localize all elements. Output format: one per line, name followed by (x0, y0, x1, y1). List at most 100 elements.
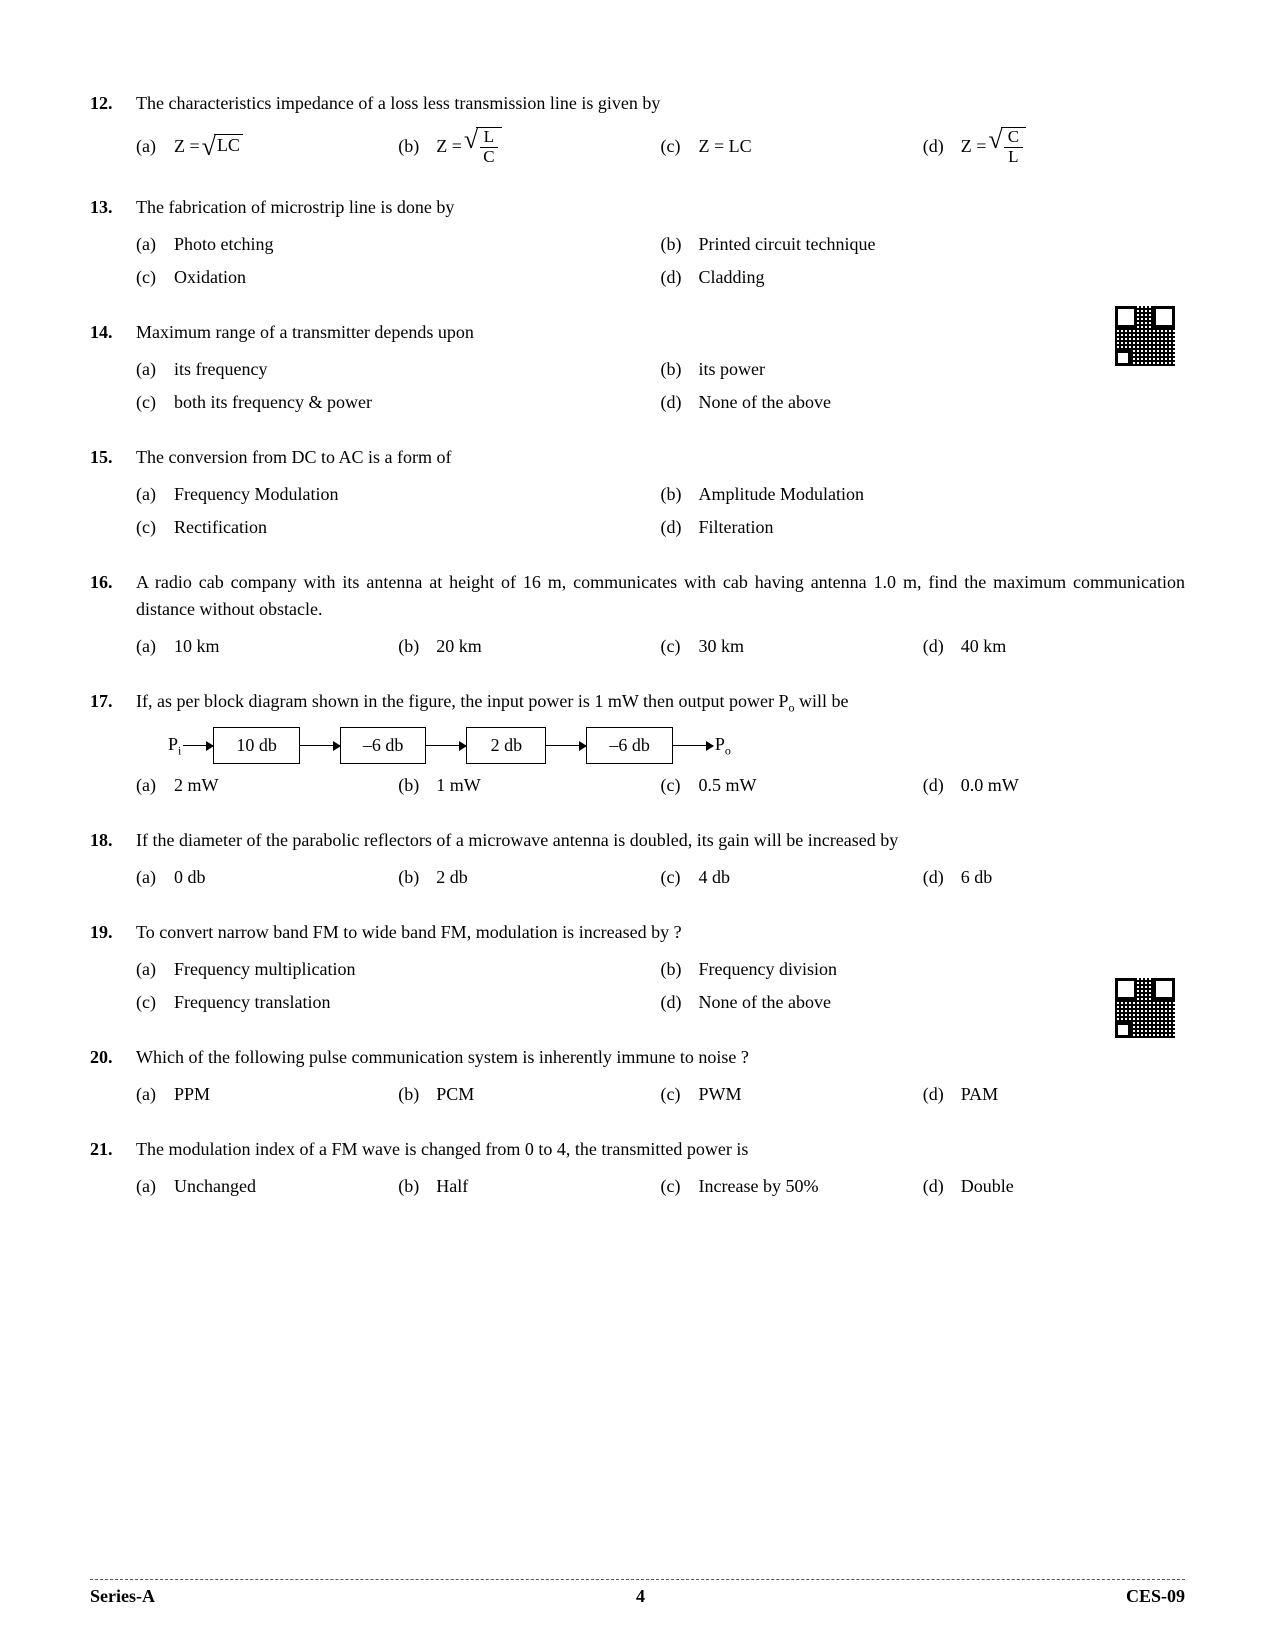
option: (a)0 db (136, 864, 398, 891)
question-number: 19. (90, 919, 136, 1022)
option-row: (a)0 db(b)2 db(c)4 db(d)6 db (136, 864, 1185, 891)
question-number: 17. (90, 688, 136, 805)
option: (d)Z = √CL (923, 127, 1185, 166)
question-stem: Which of the following pulse communicati… (136, 1044, 1185, 1071)
question: 21.The modulation index of a FM wave is … (90, 1136, 1185, 1206)
question: 12.The characteristics impedance of a lo… (90, 90, 1185, 172)
question: 14.Maximum range of a transmitter depend… (90, 319, 1185, 422)
option: (a)10 km (136, 633, 398, 660)
option: (c)PWM (661, 1081, 923, 1108)
option: (c)Increase by 50% (661, 1173, 923, 1200)
option-row: (a)10 km(b)20 km(c)30 km(d)40 km (136, 633, 1185, 660)
option: (a)2 mW (136, 772, 398, 799)
question: 15.The conversion from DC to AC is a for… (90, 444, 1185, 547)
option: (b)Amplitude Modulation (661, 481, 1186, 508)
option: (b)2 db (398, 864, 660, 891)
question-body: The modulation index of a FM wave is cha… (136, 1136, 1185, 1206)
option: (c)30 km (661, 633, 923, 660)
option: (d)None of the above (661, 989, 1186, 1016)
question-number: 20. (90, 1044, 136, 1114)
option: (c)Rectification (136, 514, 661, 541)
option: (b)20 km (398, 633, 660, 660)
question: 13.The fabrication of microstrip line is… (90, 194, 1185, 297)
question-stem: Maximum range of a transmitter depends u… (136, 319, 1185, 346)
option: (c)Frequency translation (136, 989, 661, 1016)
page-footer: Series-A 4 CES-09 (90, 1583, 1185, 1610)
option: (d)Filteration (661, 514, 1186, 541)
question-body: If, as per block diagram shown in the fi… (136, 688, 1185, 805)
option: (a)Frequency Modulation (136, 481, 661, 508)
question-number: 16. (90, 569, 136, 666)
question-stem: The conversion from DC to AC is a form o… (136, 444, 1185, 471)
option-row: (a)Frequency multiplication(b)Frequency … (136, 956, 1185, 983)
question: 16.A radio cab company with its antenna … (90, 569, 1185, 666)
question-stem: The characteristics impedance of a loss … (136, 90, 1185, 117)
option: (b)Frequency division (661, 956, 1186, 983)
question-body: Which of the following pulse communicati… (136, 1044, 1185, 1114)
question-stem: To convert narrow band FM to wide band F… (136, 919, 1185, 946)
question: 19.To convert narrow band FM to wide ban… (90, 919, 1185, 1022)
option: (d)6 db (923, 864, 1185, 891)
question-number: 12. (90, 90, 136, 172)
option: (b)Half (398, 1173, 660, 1200)
option: (b)its power (661, 356, 1186, 383)
block-diagram: Pi10 db–6 db2 db–6 dbPo (166, 727, 1185, 764)
option-row: (c)Oxidation(d)Cladding (136, 264, 1185, 291)
question-body: The characteristics impedance of a loss … (136, 90, 1185, 172)
question-stem: A radio cab company with its antenna at … (136, 569, 1185, 623)
question-number: 14. (90, 319, 136, 422)
option: (d)0.0 mW (923, 772, 1185, 799)
option: (d)40 km (923, 633, 1185, 660)
option-row: (a)2 mW(b)1 mW(c)0.5 mW(d)0.0 mW (136, 772, 1185, 799)
footer-right: CES-09 (1126, 1583, 1185, 1610)
question-stem: The fabrication of microstrip line is do… (136, 194, 1185, 221)
option: (b)Z = √LC (398, 127, 660, 166)
question: 20.Which of the following pulse communic… (90, 1044, 1185, 1114)
question-number: 13. (90, 194, 136, 297)
question-body: The conversion from DC to AC is a form o… (136, 444, 1185, 547)
qr-code-icon (1115, 978, 1175, 1038)
question-stem: If, as per block diagram shown in the fi… (136, 688, 1185, 717)
option-row: (a)Frequency Modulation(b)Amplitude Modu… (136, 481, 1185, 508)
option: (d)PAM (923, 1081, 1185, 1108)
question-body: If the diameter of the parabolic reflect… (136, 827, 1185, 897)
footer-rule (90, 1579, 1185, 1580)
option: (a)Z = √LC (136, 127, 398, 166)
option-row: (c)both its frequency & power(d)None of … (136, 389, 1185, 416)
question: 18.If the diameter of the parabolic refl… (90, 827, 1185, 897)
question-number: 21. (90, 1136, 136, 1206)
option: (c)Z = LC (661, 127, 923, 166)
questions-list: 12.The characteristics impedance of a lo… (90, 90, 1185, 1206)
footer-left: Series-A (90, 1583, 155, 1610)
qr-code-icon (1115, 306, 1175, 366)
option: (c)4 db (661, 864, 923, 891)
option: (a)Photo etching (136, 231, 661, 258)
question-body: To convert narrow band FM to wide band F… (136, 919, 1185, 1022)
option: (b)PCM (398, 1081, 660, 1108)
question-stem: The modulation index of a FM wave is cha… (136, 1136, 1185, 1163)
option-row: (a)PPM(b)PCM(c)PWM(d)PAM (136, 1081, 1185, 1108)
question: 17.If, as per block diagram shown in the… (90, 688, 1185, 805)
option: (d)Double (923, 1173, 1185, 1200)
option: (a)Frequency multiplication (136, 956, 661, 983)
question-body: Maximum range of a transmitter depends u… (136, 319, 1185, 422)
option: (d)Cladding (661, 264, 1186, 291)
option-row: (c)Frequency translation(d)None of the a… (136, 989, 1185, 1016)
option: (c)Oxidation (136, 264, 661, 291)
question-body: A radio cab company with its antenna at … (136, 569, 1185, 666)
option: (b)Printed circuit technique (661, 231, 1186, 258)
question-stem: If the diameter of the parabolic reflect… (136, 827, 1185, 854)
option: (c)0.5 mW (661, 772, 923, 799)
question-number: 15. (90, 444, 136, 547)
option-row: (a)its frequency(b)its power (136, 356, 1185, 383)
option-row: (a)Unchanged(b)Half(c)Increase by 50%(d)… (136, 1173, 1185, 1200)
option: (a)Unchanged (136, 1173, 398, 1200)
question-body: The fabrication of microstrip line is do… (136, 194, 1185, 297)
option: (c)both its frequency & power (136, 389, 661, 416)
option: (d)None of the above (661, 389, 1186, 416)
option-row: (a)Photo etching(b)Printed circuit techn… (136, 231, 1185, 258)
option: (a)PPM (136, 1081, 398, 1108)
option: (b)1 mW (398, 772, 660, 799)
option: (a)its frequency (136, 356, 661, 383)
question-number: 18. (90, 827, 136, 897)
